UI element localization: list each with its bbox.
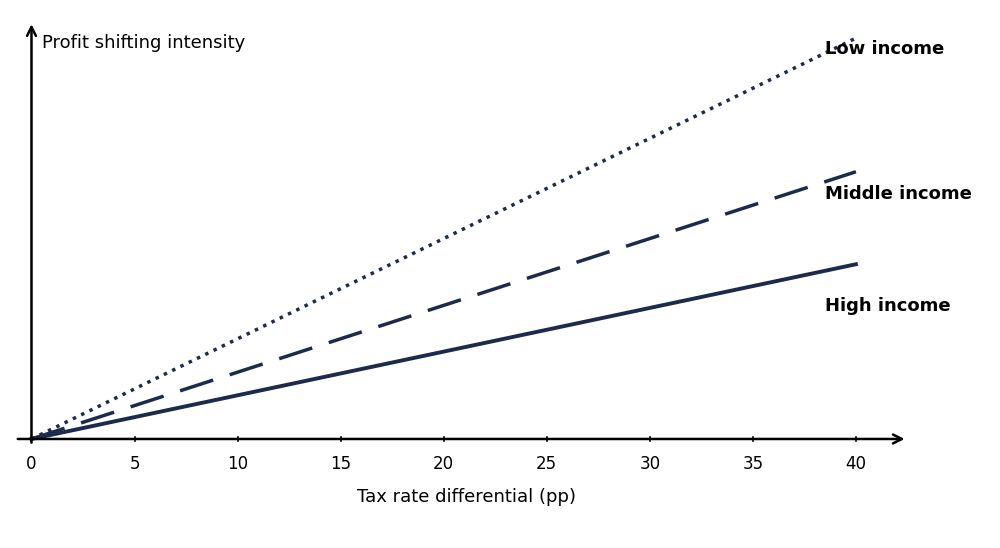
X-axis label: Tax rate differential (pp): Tax rate differential (pp): [357, 488, 576, 506]
Text: Profit shifting intensity: Profit shifting intensity: [42, 35, 245, 52]
Text: Low income: Low income: [825, 40, 944, 58]
Text: High income: High income: [825, 296, 951, 315]
Text: Middle income: Middle income: [825, 185, 972, 203]
